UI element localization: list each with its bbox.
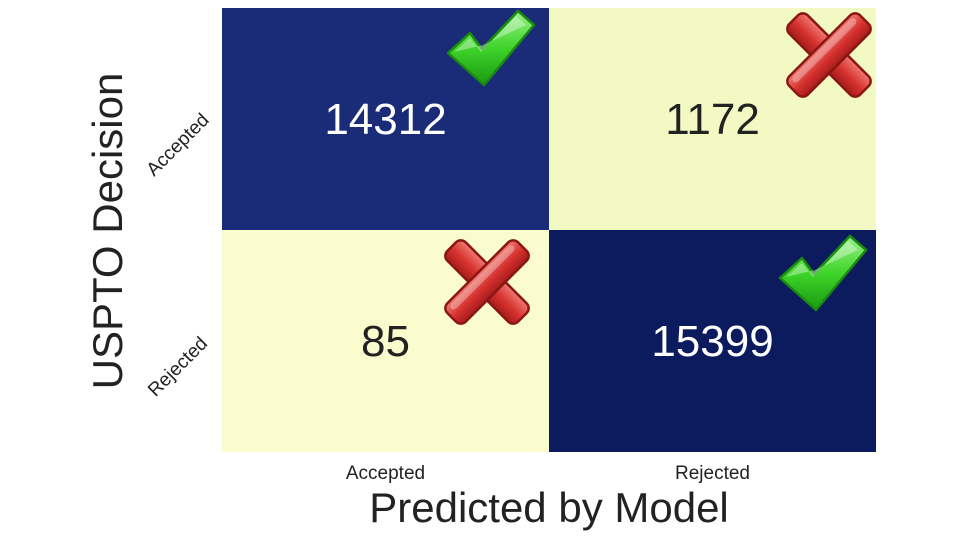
heatmap-cells <box>222 8 876 452</box>
cell-value: 14312 <box>324 95 446 144</box>
cell-value: 1172 <box>665 95 760 144</box>
y-axis-label: USPTO Decision <box>84 73 131 390</box>
x-axis-label: Predicted by Model <box>369 484 729 531</box>
x-tick-labels: Accepted Rejected <box>346 463 750 484</box>
cell-value: 15399 <box>651 317 773 366</box>
x-tick-label: Accepted <box>346 463 425 484</box>
y-tick-labels: Accepted Rejected <box>143 110 214 401</box>
y-tick-label: Rejected <box>144 333 212 401</box>
y-tick-label: Accepted <box>143 110 214 181</box>
x-tick-label: Rejected <box>675 463 750 484</box>
cell-value: 85 <box>361 317 410 366</box>
